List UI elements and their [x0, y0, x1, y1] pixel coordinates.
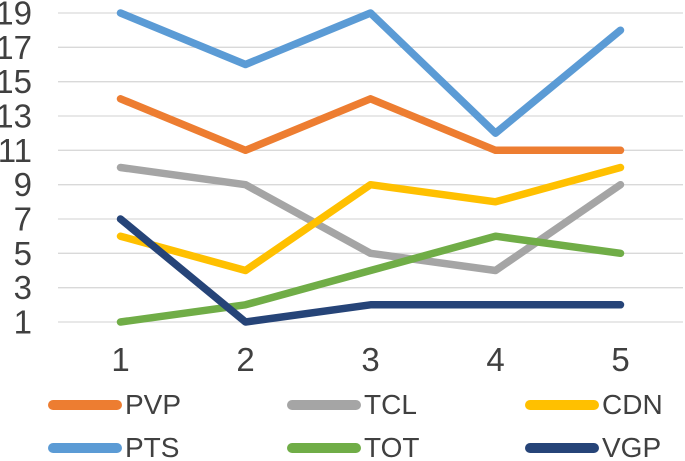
legend-label-pts: PTS — [125, 432, 180, 461]
y-tick-label-17: 17 — [0, 29, 32, 66]
y-tick-label-1: 1 — [14, 304, 32, 341]
x-tick-label-3: 3 — [361, 341, 379, 378]
legend-label-tot: TOT — [364, 432, 420, 461]
series-lines — [116, 9, 625, 326]
legend-swatch-pvp — [48, 400, 122, 410]
x-tick-label-5: 5 — [611, 341, 629, 378]
legend-swatch-pts — [48, 443, 122, 453]
x-axis-tick-labels: 1 2 3 4 5 — [111, 341, 629, 378]
legend-swatch-vgp — [525, 443, 599, 453]
y-tick-label-9: 9 — [14, 166, 32, 203]
legend: PVP TCL CDN PTS TOT VGP — [48, 391, 663, 461]
legend-label-cdn: CDN — [602, 389, 663, 420]
legend-label-tcl: TCL — [364, 389, 417, 420]
x-tick-label-4: 4 — [486, 341, 504, 378]
legend-swatch-tot — [287, 443, 361, 453]
legend-item-pts: PTS — [48, 434, 287, 461]
legend-item-tot: TOT — [287, 434, 525, 461]
y-tick-label-13: 13 — [0, 98, 32, 135]
legend-label-pvp: PVP — [125, 389, 182, 420]
x-tick-label-2: 2 — [236, 341, 254, 378]
y-tick-label-7: 7 — [14, 201, 32, 238]
legend-item-cdn: CDN — [525, 391, 663, 419]
y-tick-label-3: 3 — [14, 269, 32, 306]
y-tick-label-19: 19 — [0, 0, 32, 32]
series-line-cdn — [116, 163, 625, 275]
y-tick-label-15: 15 — [0, 63, 32, 100]
series-line-pts — [116, 9, 625, 137]
legend-swatch-tcl — [287, 400, 361, 410]
legend-item-pvp: PVP — [48, 391, 287, 419]
y-tick-label-5: 5 — [14, 235, 32, 272]
series-line-pvp — [116, 95, 625, 155]
y-tick-label-11: 11 — [0, 132, 32, 169]
series-line-tot — [116, 232, 625, 326]
legend-item-vgp: VGP — [525, 434, 663, 461]
series-line-vgp — [116, 215, 625, 326]
legend-swatch-cdn — [525, 400, 599, 410]
legend-item-tcl: TCL — [287, 391, 525, 419]
legend-label-vgp: VGP — [602, 432, 662, 461]
x-tick-label-1: 1 — [111, 341, 129, 378]
